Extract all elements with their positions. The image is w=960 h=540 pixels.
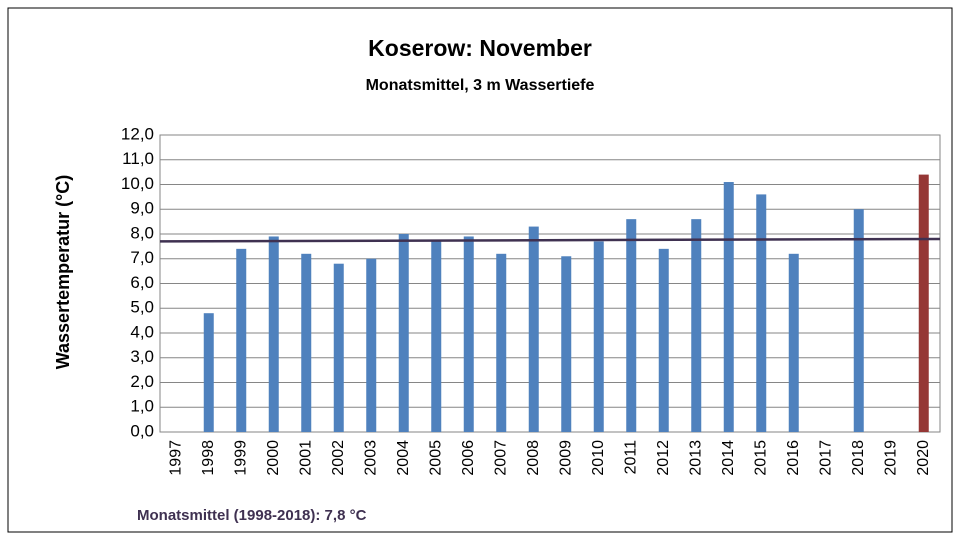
bar <box>528 226 539 432</box>
x-tick-label: 2019 <box>882 440 899 476</box>
y-tick-label: 4,0 <box>130 322 154 341</box>
mean-line <box>159 237 941 243</box>
y-tick-label: 2,0 <box>130 372 154 391</box>
bar <box>626 219 637 432</box>
y-tick-label: 5,0 <box>130 298 154 317</box>
x-tick-label: 1997 <box>167 440 184 476</box>
x-tick-label: 2020 <box>915 440 932 476</box>
x-tick-label: 2017 <box>817 440 834 476</box>
x-tick-label: 2000 <box>265 440 282 476</box>
bar <box>788 253 799 432</box>
x-tick-label: 2011 <box>622 440 639 475</box>
x-tick-label: 2010 <box>590 440 607 476</box>
y-tick-label: 12,0 <box>121 124 154 143</box>
bar <box>398 234 409 432</box>
x-tick-label: 2016 <box>785 440 802 476</box>
bar <box>853 209 864 432</box>
y-tick-label: 8,0 <box>130 223 154 242</box>
bar <box>496 253 507 432</box>
x-tick-label: 2006 <box>460 440 477 476</box>
x-tick-label: 2001 <box>297 440 314 476</box>
y-tick-label: 11,0 <box>122 149 154 168</box>
bar <box>918 174 929 432</box>
bar <box>723 182 734 432</box>
x-tick-label: 2018 <box>850 440 867 476</box>
x-tick-label: 2007 <box>492 440 509 476</box>
bar <box>691 219 702 432</box>
y-tick-label: 0,0 <box>130 421 154 440</box>
bar <box>333 263 344 432</box>
annotation: Monatsmittel (1998-2018): 7,8 °C <box>137 507 367 524</box>
x-tick-label: 2005 <box>427 440 444 476</box>
chart-title: Koserow: November <box>368 35 592 61</box>
y-tick-label: 9,0 <box>130 199 154 218</box>
bar <box>268 236 279 432</box>
bar <box>366 258 377 432</box>
x-tick-label: 2002 <box>330 440 347 476</box>
chart-subtitle: Monatsmittel, 3 m Wassertiefe <box>366 77 595 94</box>
bar <box>561 256 572 432</box>
bar <box>593 241 604 432</box>
x-tick-label: 2004 <box>395 440 412 476</box>
x-tick-label: 2015 <box>752 440 769 476</box>
x-tick-label: 1998 <box>200 440 217 476</box>
bar <box>463 236 474 432</box>
y-tick-label: 7,0 <box>130 248 154 267</box>
y-tick-label: 10,0 <box>121 174 154 193</box>
x-tick-label: 2013 <box>687 440 704 476</box>
bar <box>431 241 442 432</box>
y-tick-label: 3,0 <box>130 347 154 366</box>
x-tick-label: 2009 <box>557 440 574 476</box>
x-tick-label: 2014 <box>720 440 737 476</box>
x-tick-label: 1999 <box>232 440 249 476</box>
bar <box>658 248 669 432</box>
bar <box>203 313 214 432</box>
bar <box>236 248 247 432</box>
y-axis-label: Wassertemperatur (°C) <box>53 175 73 370</box>
x-tick-label: 2012 <box>655 440 672 476</box>
bar <box>301 253 312 432</box>
y-tick-label: 6,0 <box>130 273 154 292</box>
x-tick-label: 2003 <box>362 440 379 476</box>
x-tick-label: 2008 <box>525 440 542 476</box>
bar <box>756 194 767 432</box>
y-tick-label: 1,0 <box>130 397 154 416</box>
